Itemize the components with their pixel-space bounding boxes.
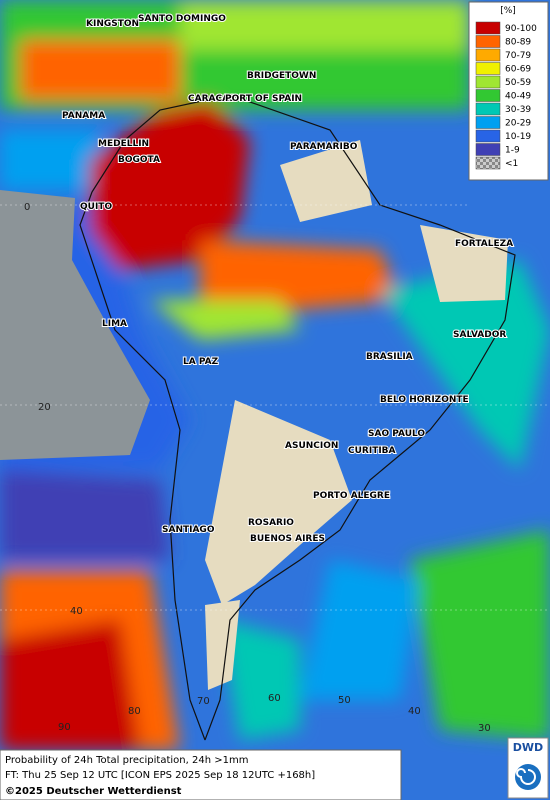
- longitude-label: 60: [268, 693, 281, 704]
- city: PORTO ALEGRE: [313, 491, 390, 501]
- footer-text: FT: Thu 25 Sep 12 UTC [ICON EPS 2025 Sep…: [5, 770, 315, 781]
- city: SALVADOR: [453, 330, 506, 340]
- pacific-dry: [0, 190, 150, 460]
- latitude-label: 40: [70, 606, 83, 617]
- city: KINGSTON: [86, 19, 139, 29]
- logo-text: DWD: [513, 741, 543, 754]
- latitude-label: 20: [38, 402, 51, 413]
- legend-swatch: [475, 62, 501, 75]
- legend-swatch: [475, 75, 501, 89]
- longitude-label: 30: [478, 723, 491, 734]
- city-labels: KINGSTON SANTO DOMINGO BRIDGETOWN PANAMA…: [61, 13, 514, 545]
- footer-text: Probability of 24h Total precipitation, …: [5, 755, 248, 766]
- city: LIMA: [102, 319, 127, 329]
- city: BRIDGETOWN: [247, 71, 316, 81]
- legend-swatch: [475, 35, 501, 48]
- city: ROSARIO: [248, 518, 294, 528]
- city: SANTIAGO: [162, 525, 215, 535]
- legend-swatch: [475, 129, 501, 143]
- longitude-label: 80: [128, 706, 141, 717]
- city: BUENOS AIRES: [250, 534, 325, 544]
- city: BRASILIA: [366, 352, 413, 362]
- longitude-label: 50: [338, 695, 351, 706]
- legend-swatch: [475, 48, 501, 62]
- city: PORT OF SPAIN: [225, 94, 302, 104]
- legend-title: [%]: [500, 6, 516, 16]
- city: MEDELLIN: [98, 139, 149, 149]
- coastline: [79, 94, 516, 741]
- city: SAO PAULO: [368, 429, 425, 439]
- legend-label: 70-79: [505, 51, 531, 61]
- city: CURITIBA: [348, 446, 396, 456]
- legend-label: 40-49: [505, 92, 531, 102]
- legend-swatch: [475, 89, 501, 102]
- legend-label: 80-89: [505, 38, 531, 48]
- longitude-label: 70: [197, 696, 210, 707]
- legend-label: 1-9: [505, 146, 520, 156]
- latitude-label: 0: [24, 202, 30, 213]
- legend-label: 30-39: [505, 105, 531, 115]
- logo-swirl: [516, 768, 536, 785]
- legend-swatch: [475, 116, 501, 129]
- legend-swatch: [475, 21, 501, 35]
- city: BELO HORIZONTE: [380, 395, 469, 405]
- footer-box: [0, 749, 402, 800]
- legend-label: <1: [505, 159, 518, 169]
- city: FORTALEZA: [455, 239, 513, 249]
- city: PANAMA: [62, 111, 105, 121]
- logo-icon: [515, 764, 541, 790]
- city: ASUNCION: [285, 441, 338, 451]
- precip-field: [0, 0, 550, 750]
- dry-land: [205, 140, 508, 690]
- city: PARAMARIBO: [290, 142, 358, 152]
- legend-swatch: [475, 102, 501, 116]
- legend-swatch: [475, 143, 501, 156]
- city: LA PAZ: [183, 357, 219, 367]
- city: QUITO: [80, 202, 112, 212]
- city: SANTO DOMINGO: [138, 14, 226, 24]
- city: BOGOTA: [118, 155, 160, 165]
- footer-text: ©2025 Deutscher Wetterdienst: [5, 786, 182, 797]
- longitude-label: 40: [408, 706, 421, 717]
- legend-label: 60-69: [505, 65, 531, 75]
- legend-label: 50-59: [505, 78, 531, 88]
- legend: [%] 90-100 80-89 70-79 60-69 50-59 40-49 30-39…: [468, 1, 549, 181]
- legend-label: 90-100: [505, 24, 537, 34]
- graticule: [0, 204, 550, 611]
- legend-label: 20-29: [505, 119, 531, 129]
- legend-label: 10-19: [505, 132, 531, 142]
- legend-swatch: [475, 156, 501, 170]
- longitude-label: 90: [58, 722, 71, 733]
- city: CARACAS: [188, 94, 236, 104]
